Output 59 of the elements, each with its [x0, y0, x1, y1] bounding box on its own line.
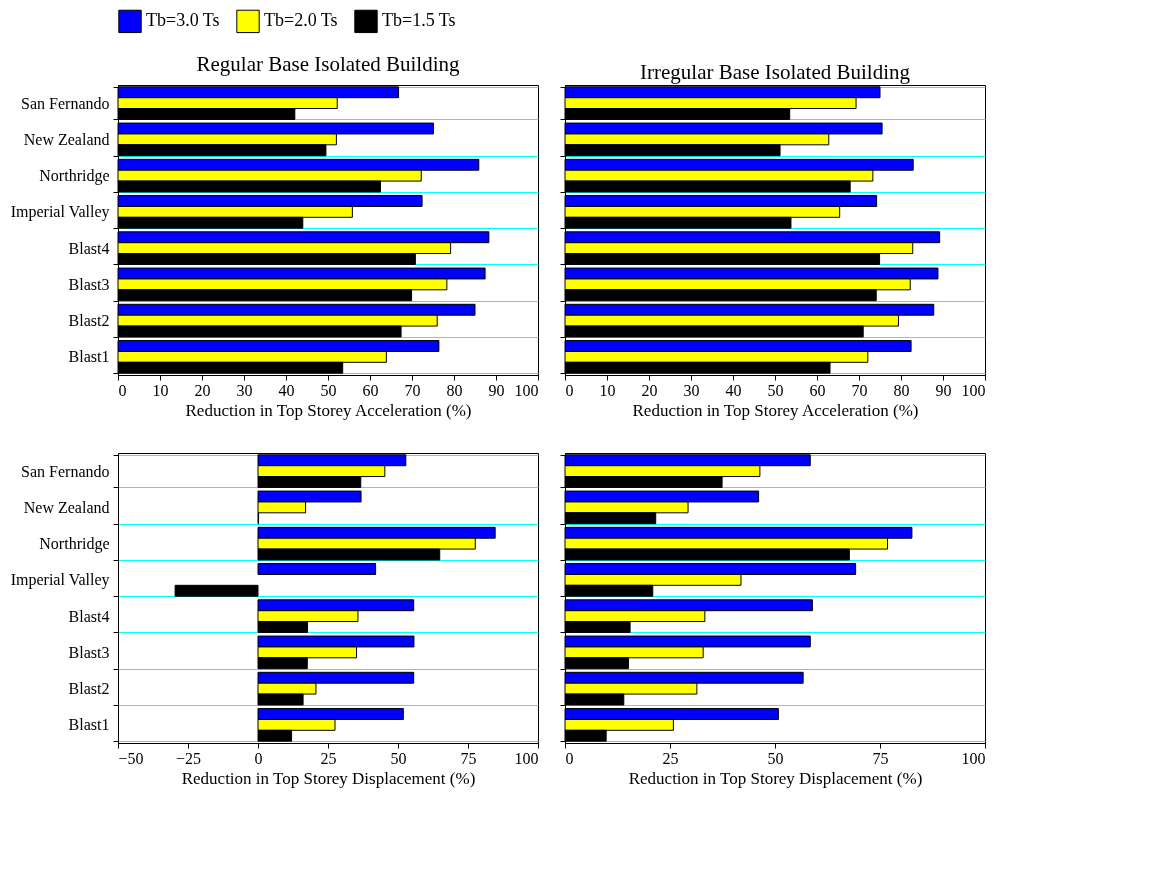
y-tick-label: Blast3 — [68, 275, 110, 293]
x-tick-label: 10 — [152, 381, 169, 399]
x-tick-label: 60 — [362, 381, 379, 399]
y-tick-label: Blast1 — [68, 348, 110, 366]
x-tick-label: 0 — [565, 749, 574, 767]
x-tick-label: 90 — [935, 381, 952, 399]
x-tick-label: 100 — [961, 749, 986, 767]
x-tick-label: 80 — [446, 381, 463, 399]
x-tick-label: 0 — [118, 381, 127, 399]
x-tick-label: 10 — [599, 381, 616, 399]
x-axis-title: Reduction in Top Storey Displacement (%) — [181, 768, 476, 788]
x-tick-label: 100 — [514, 749, 539, 767]
chart-title: Irregular Base Isolated Building — [639, 60, 911, 84]
x-tick-label: −50 — [118, 749, 144, 767]
x-tick-label: 100 — [514, 381, 539, 399]
x-tick-label: 70 — [404, 381, 421, 399]
y-tick-label: Blast3 — [68, 643, 110, 661]
y-tick-label: San Fernando — [21, 462, 110, 480]
x-tick-label: 50 — [767, 749, 784, 767]
legend-label: Tb=2.0 Ts — [264, 10, 338, 31]
y-tick-label: New Zealand — [23, 130, 110, 148]
y-tick-label: Blast4 — [68, 239, 110, 257]
x-tick-label: 20 — [194, 381, 211, 399]
x-tick-label: 20 — [641, 381, 658, 399]
y-tick-label: Blast2 — [68, 680, 110, 698]
x-tick-label: 50 — [767, 381, 784, 399]
x-tick-label: 70 — [851, 381, 868, 399]
legend-label: Tb=3.0 Ts — [146, 10, 220, 31]
x-tick-label: 50 — [390, 749, 407, 767]
x-tick-label: 80 — [893, 381, 910, 399]
legend-label: Tb=1.5 Ts — [382, 10, 456, 31]
x-tick-label: 75 — [460, 749, 477, 767]
x-tick-label: −25 — [175, 749, 202, 767]
y-tick-label: Imperial Valley — [10, 571, 110, 590]
y-tick-label: San Fernando — [21, 94, 110, 112]
x-tick-label: 90 — [488, 381, 505, 399]
y-tick-label: Blast4 — [68, 607, 110, 625]
chart-title: Regular Base Isolated Building — [196, 52, 461, 76]
x-axis-title: Reduction in Top Storey Acceleration (%) — [632, 400, 919, 420]
y-tick-label: Northridge — [39, 535, 110, 554]
x-tick-label: 60 — [809, 381, 826, 399]
x-tick-label: 100 — [961, 381, 986, 399]
x-tick-label: 75 — [872, 749, 889, 767]
x-tick-label: 30 — [683, 381, 700, 399]
x-tick-label: 40 — [278, 381, 295, 399]
x-tick-label: 0 — [565, 381, 574, 399]
x-tick-label: 0 — [254, 749, 263, 767]
x-tick-label: 40 — [725, 381, 742, 399]
x-tick-label: 25 — [662, 749, 679, 767]
x-tick-label: 25 — [320, 749, 337, 767]
y-tick-label: Imperial Valley — [10, 203, 110, 222]
y-tick-label: Blast1 — [68, 716, 110, 734]
y-tick-label: Northridge — [39, 167, 110, 186]
x-tick-label: 50 — [320, 381, 337, 399]
x-axis-title: Reduction in Top Storey Displacement (%) — [628, 768, 923, 788]
x-axis-title: Reduction in Top Storey Acceleration (%) — [185, 400, 472, 420]
x-tick-label: 30 — [236, 381, 253, 399]
y-tick-label: Blast2 — [68, 312, 110, 330]
y-tick-label: New Zealand — [23, 498, 110, 516]
